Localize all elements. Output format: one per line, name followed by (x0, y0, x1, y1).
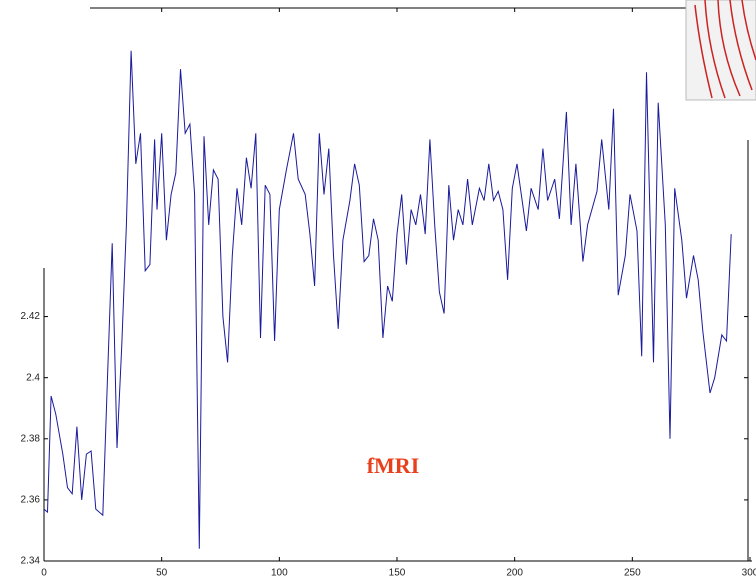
annotation: fMRI (367, 453, 420, 478)
y-tick-label: 2.42 (21, 311, 41, 322)
data-line (43, 50, 732, 549)
x-tick-label: 250 (624, 568, 641, 579)
y-tick-label: 2.4 (26, 372, 40, 383)
y-tick-label: 2.36 (21, 495, 41, 506)
x-tick-label: 200 (506, 568, 523, 579)
x-tick-label: 100 (271, 568, 288, 579)
x-tick-label: 0 (41, 568, 47, 579)
y-tick-label: 2.38 (21, 433, 41, 444)
y-tick-label: 2.34 (21, 556, 41, 567)
x-tick-label: 150 (389, 568, 406, 579)
brain-thumbnail (685, 0, 756, 101)
x-tick-label: 50 (156, 568, 168, 579)
x-tick-label: 300 (742, 568, 756, 579)
